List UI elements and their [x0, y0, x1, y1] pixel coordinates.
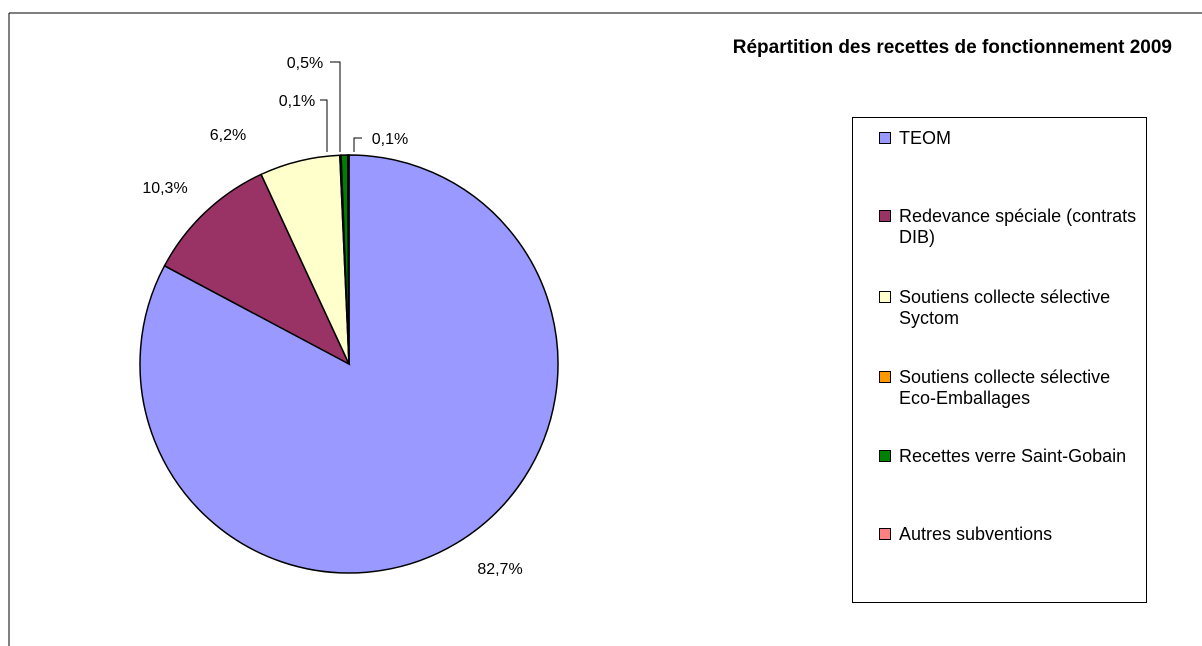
data-label: 0,5% [287, 55, 323, 72]
legend-label: Recettes verre Saint-Gobain [899, 446, 1127, 466]
legend-label: Soutiens collecte sélective Syctom [899, 287, 1111, 328]
data-label: 6,2% [210, 127, 246, 144]
legend-item: Recettes verre Saint-Gobain [879, 446, 1141, 467]
leader-line [320, 99, 328, 152]
legend-item: Soutiens collecte sélective Eco-Emballag… [879, 367, 1141, 409]
data-label: 82,7% [477, 561, 522, 578]
pie-slice [163, 173, 351, 366]
legend-swatch [879, 210, 891, 222]
legend-item: TEOM [879, 128, 1141, 149]
legend-label: Redevance spéciale (contrats DIB) [899, 206, 1137, 247]
legend-label: Autres subventions [899, 524, 1053, 544]
legend-label: Soutiens collecte sélective Eco-Emballag… [899, 367, 1111, 408]
legend-swatch [879, 291, 891, 303]
data-label: 0,1% [372, 131, 408, 148]
legend-item: Autres subventions [879, 524, 1141, 545]
leader-line [353, 137, 362, 152]
data-label: 0,1% [279, 93, 315, 110]
chart-title: Répartition des recettes de fonctionneme… [733, 37, 1172, 58]
legend-item: Redevance spéciale (contrats DIB) [879, 206, 1141, 248]
leader-line [330, 61, 341, 152]
legend-item: Soutiens collecte sélective Syctom [879, 287, 1141, 329]
legend-swatch [879, 450, 891, 462]
pie-slice [346, 154, 350, 365]
data-label: 10,3% [142, 180, 187, 197]
legend: TEOM Redevance spéciale (contrats DIB) Sou… [852, 117, 1147, 603]
legend-label: TEOM [899, 128, 951, 148]
legend-swatch [879, 528, 891, 540]
legend-swatch [879, 132, 891, 144]
legend-swatch [879, 371, 891, 383]
